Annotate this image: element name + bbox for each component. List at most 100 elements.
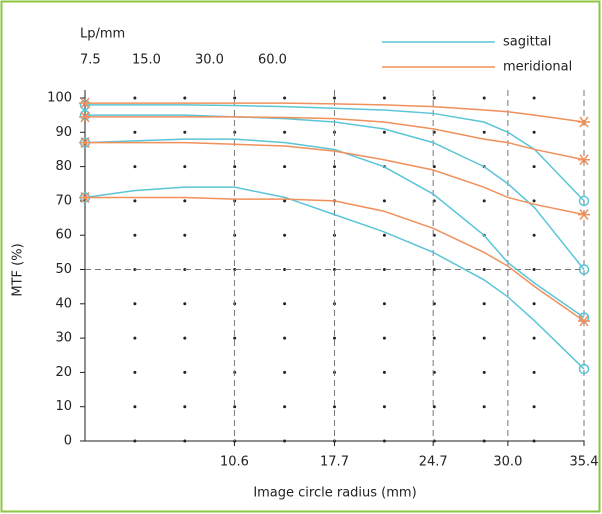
end-marker bbox=[79, 192, 91, 203]
grid-dot bbox=[283, 130, 287, 134]
grid-dot bbox=[133, 302, 137, 306]
curve bbox=[84, 138, 585, 319]
x-axis-label: Image circle radius (mm) bbox=[253, 486, 416, 501]
y-axis-label: MTF (%) bbox=[11, 243, 26, 296]
grid-dot bbox=[233, 96, 237, 100]
end-marker bbox=[578, 154, 590, 166]
grid-dot bbox=[283, 336, 287, 340]
grid-dot bbox=[333, 405, 336, 409]
x-tick-label: 10.6 bbox=[220, 455, 249, 470]
grid-dot bbox=[183, 268, 187, 271]
grid-dot bbox=[283, 199, 287, 203]
y-tick-label: 70 bbox=[55, 193, 72, 208]
grid-dot bbox=[482, 268, 486, 271]
grid-dot bbox=[333, 96, 336, 100]
x-tick-label: 17.7 bbox=[320, 455, 349, 470]
y-tick-label: 100 bbox=[47, 91, 72, 106]
legend-label: sagittal bbox=[503, 35, 551, 50]
end-marker bbox=[578, 195, 590, 207]
frequency-label: 30.0 bbox=[195, 53, 224, 68]
y-tick-label: 50 bbox=[55, 262, 72, 277]
frequency-label: 7.5 bbox=[80, 53, 101, 68]
grid-dot bbox=[183, 233, 187, 237]
grid-dot bbox=[482, 370, 486, 374]
grid-dot bbox=[183, 336, 187, 340]
y-tick-label: 0 bbox=[64, 434, 72, 449]
grid-dot bbox=[482, 199, 486, 203]
grid-dot bbox=[482, 302, 486, 306]
x-tick-label: 30.0 bbox=[493, 455, 522, 470]
y-tick-label: 80 bbox=[55, 159, 72, 174]
y-tick-label: 20 bbox=[55, 365, 72, 380]
grid-dot bbox=[432, 96, 436, 100]
y-tick-label: 60 bbox=[55, 228, 72, 243]
grid-dot bbox=[532, 336, 536, 340]
grid-dot bbox=[482, 405, 486, 409]
grid-dot bbox=[432, 336, 436, 340]
grid-dot bbox=[133, 130, 137, 134]
y-tick-label: 90 bbox=[55, 125, 72, 140]
grid-dot bbox=[532, 268, 536, 271]
grid-dot bbox=[532, 165, 536, 169]
grid-dot bbox=[382, 199, 386, 203]
y-tick-label: 30 bbox=[55, 331, 72, 346]
end-marker bbox=[578, 363, 590, 375]
grid-dot bbox=[482, 336, 486, 340]
curve bbox=[85, 104, 585, 202]
grid-dot bbox=[283, 405, 287, 409]
frequency-unit: Lp/mm bbox=[80, 27, 125, 42]
end-marker bbox=[79, 109, 91, 121]
grid-dot bbox=[532, 96, 536, 100]
grid-dot bbox=[183, 165, 187, 169]
grid-dot bbox=[382, 336, 386, 340]
grid-dot bbox=[183, 130, 187, 134]
grid-dot bbox=[382, 268, 386, 271]
grid-dot bbox=[283, 96, 287, 100]
curve bbox=[85, 141, 585, 216]
curve bbox=[85, 102, 585, 123]
grid-dot bbox=[482, 96, 486, 100]
grid-dot bbox=[532, 233, 536, 237]
end-marker bbox=[578, 264, 590, 275]
curve bbox=[85, 114, 585, 270]
y-tick-label: 10 bbox=[55, 399, 72, 414]
grid-dot bbox=[382, 96, 386, 100]
grid-dot bbox=[283, 233, 287, 237]
end-marker bbox=[578, 116, 590, 128]
grid-dot bbox=[133, 370, 137, 374]
grid-dot bbox=[283, 165, 287, 169]
end-marker bbox=[79, 111, 91, 123]
grid-dot bbox=[333, 165, 336, 169]
grid-dot bbox=[133, 96, 137, 100]
legend-label: meridional bbox=[503, 60, 572, 75]
grid-dot bbox=[133, 268, 137, 271]
grid-dot bbox=[532, 130, 536, 134]
grid-dot bbox=[183, 405, 187, 409]
grid-dot bbox=[333, 268, 336, 271]
y-tick-label: 40 bbox=[55, 296, 72, 311]
grid-dot bbox=[532, 405, 536, 409]
end-marker bbox=[79, 99, 91, 111]
grid-dot bbox=[283, 370, 287, 374]
grid-dot bbox=[382, 130, 386, 134]
grid-dot bbox=[183, 96, 187, 100]
end-marker bbox=[79, 137, 91, 149]
grid-dot bbox=[183, 370, 187, 374]
grid-dot bbox=[382, 302, 386, 306]
grid-dot bbox=[183, 302, 187, 306]
end-marker bbox=[578, 209, 590, 221]
grid-dot bbox=[133, 165, 137, 169]
x-tick-label: 35.4 bbox=[570, 455, 599, 470]
grid-dot bbox=[133, 199, 137, 203]
grid-dot bbox=[382, 233, 386, 237]
frequency-label: 15.0 bbox=[132, 53, 161, 68]
grid-dot bbox=[532, 302, 536, 306]
grid-dot bbox=[382, 405, 386, 409]
x-tick-label: 24.7 bbox=[419, 455, 448, 470]
grid-dot bbox=[133, 233, 137, 237]
grid-dot bbox=[283, 268, 287, 271]
end-marker bbox=[79, 97, 91, 109]
